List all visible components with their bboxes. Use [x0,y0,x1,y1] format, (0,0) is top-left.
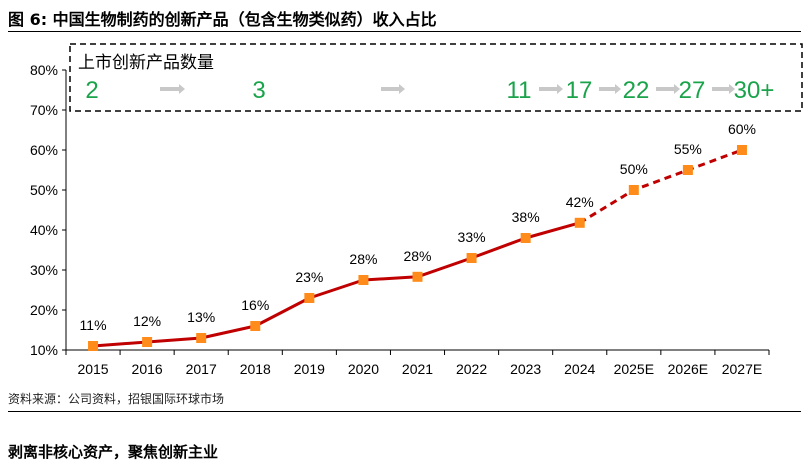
x-tick-label: 2020 [348,361,379,377]
x-tick-label: 2023 [510,361,541,377]
launch-box-label: 上市创新产品数量 [78,53,214,72]
data-point-marker [142,337,153,347]
y-tick-label: 10% [30,342,58,358]
data-label: 11% [80,317,107,333]
data-label: 33% [458,229,486,245]
y-tick-label: 50% [30,182,58,198]
arrow-icon [557,84,563,94]
launch-box-border [69,43,803,112]
x-tick-label: 2018 [240,361,271,377]
arrow-icon [399,84,405,94]
data-point-marker [412,271,423,282]
data-label: 38% [512,209,540,225]
data-label: 16% [241,297,269,313]
data-point-marker [466,253,477,263]
data-point-marker [88,341,99,351]
x-tick-label: 2019 [294,361,325,377]
launch-count: 27 [679,77,706,104]
section-heading: 剥离非核心资产，聚焦创新主业 [8,443,219,461]
launch-count: 2 [85,77,98,104]
y-tick-label: 40% [30,222,58,238]
data-label: 28% [403,248,431,264]
x-tick-label: 2025E [614,361,654,377]
y-tick-label: 30% [30,262,58,278]
title-divider [8,31,801,32]
data-point-marker [682,165,693,175]
footer-divider [8,411,801,412]
arrow-icon [674,84,680,94]
x-tick-label: 2016 [132,361,163,377]
launch-count: 30+ [734,77,775,104]
x-tick-label: 2022 [456,361,487,377]
data-label: 50% [620,161,648,177]
x-tick-label: 2027E [722,361,762,377]
data-point-marker [358,275,369,285]
x-tick-label: 2015 [77,361,108,377]
data-label: 55% [674,141,702,157]
x-tick-label: 2024 [564,361,595,377]
launch-count: 3 [252,77,265,104]
x-tick-label: 2026E [668,361,708,377]
arrow-icon [729,84,735,94]
x-tick-label: 2021 [402,361,433,377]
arrow-icon [615,84,621,94]
data-point-marker [250,321,261,331]
data-point-marker [520,233,531,243]
data-point-marker [304,293,315,303]
figure-title: 图 6: 中国生物制药的创新产品（包含生物类似药）收入占比 [8,10,437,29]
data-label: 12% [133,313,161,329]
data-point-marker [628,185,639,195]
series-line-actual [92,221,581,348]
launch-count: 17 [566,77,593,104]
data-label: 28% [349,251,377,267]
data-point-marker [196,333,207,343]
source-note: 资料来源：公司资料，招银国际环球市场 [8,392,225,406]
data-label: 60% [728,121,756,137]
data-label: 42% [566,194,594,210]
data-label: 23% [295,269,323,285]
y-tick-label: 80% [30,62,58,78]
data-label: 13% [187,309,215,325]
y-tick-label: 20% [30,302,58,318]
line-chart: 10% 20% 30% 40% 50% 60% 70% 80% 2015 2016 2017 201… [30,43,803,377]
launch-count-box: 上市创新产品数量 2 3 11 17 22 27 30+ [69,43,803,112]
launch-count: 22 [623,77,650,104]
x-tick-label: 2017 [186,361,217,377]
launch-count: 11 [507,77,532,104]
arrow-icon [179,84,185,94]
y-tick-label: 60% [30,142,58,158]
data-point-marker [736,145,747,155]
y-tick-label: 70% [30,102,58,118]
data-point-marker [574,217,585,228]
series-line-forecast [578,148,743,225]
